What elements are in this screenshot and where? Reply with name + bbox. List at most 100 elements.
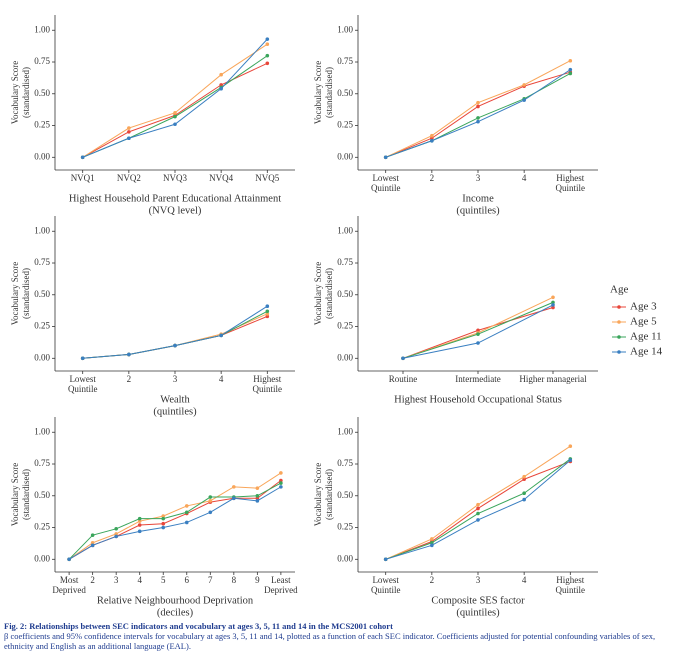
y-tick-label: 1.00	[34, 225, 50, 235]
point	[522, 98, 526, 102]
x-tick-label: NVQ3	[163, 173, 187, 183]
legend-key-point	[617, 350, 621, 354]
x-axis-title: Relative Neighbourhood Deprivation	[97, 595, 254, 606]
point	[184, 510, 189, 515]
x-tick-label: 3	[173, 374, 178, 384]
point	[114, 532, 118, 536]
point	[173, 122, 177, 127]
point	[568, 444, 573, 449]
x-tick-label: Lowest	[372, 173, 399, 183]
point	[430, 540, 434, 545]
x-tick-label: 2	[430, 575, 435, 585]
x-tick-label: 4	[219, 374, 224, 384]
series-line	[82, 313, 268, 359]
point	[137, 529, 142, 534]
x-tick-label: 7	[208, 575, 213, 585]
x-tick-label: NVQ1	[71, 173, 95, 183]
point	[184, 520, 189, 525]
panel: 0.00 0.25 0.50 0.75 1.00 Routine Intermediate H…	[313, 216, 598, 405]
point	[551, 295, 555, 300]
y-tick-label: 1.00	[337, 225, 353, 235]
series-line	[68, 482, 282, 560]
figure: Age 0.00 0.25 0.50 0.75 1.00 NVQ1 NVQ2 NVQ3 NVQ4…	[10, 15, 663, 618]
y-axis-title: Vocabulary Score	[10, 463, 20, 527]
y-tick-label: 0.50	[34, 490, 50, 500]
x-axis-title: Wealth	[160, 394, 190, 405]
y-tick-label: 0.75	[337, 257, 353, 267]
y-axis-title: (standardised)	[324, 268, 334, 319]
y-axis-title: Vocabulary Score	[313, 262, 323, 326]
point	[80, 356, 85, 361]
x-axis-title: (NVQ level)	[149, 205, 202, 216]
point	[161, 521, 166, 526]
x-tick-label: Highest	[253, 374, 281, 384]
point	[476, 502, 480, 507]
point	[90, 540, 95, 545]
caption-title: Fig. 2: Relationships between SEC indica…	[4, 621, 393, 631]
x-tick-label: Quintile	[253, 384, 283, 394]
point	[208, 495, 213, 499]
y-axis-title: Vocabulary Score	[313, 463, 323, 527]
x-tick-label: Quintile	[371, 585, 401, 595]
x-tick-label: Highest	[556, 173, 584, 183]
x-tick-label: 3	[114, 575, 119, 585]
x-tick-label: Intermediate	[455, 374, 500, 384]
x-tick-label: Quintile	[371, 183, 401, 193]
point	[80, 155, 85, 160]
y-tick-label: 0.50	[337, 289, 353, 299]
point	[173, 114, 177, 119]
y-axis-title: Vocabulary Score	[10, 61, 20, 125]
point	[568, 71, 573, 76]
x-tick-label: Highest	[556, 575, 584, 585]
y-axis-title: Vocabulary Score	[313, 61, 323, 125]
series-line	[385, 445, 571, 560]
x-tick-label: 8	[232, 575, 237, 585]
point	[551, 300, 555, 305]
series-line	[82, 43, 268, 158]
series-line	[402, 296, 554, 359]
point	[137, 523, 142, 527]
point	[279, 481, 283, 485]
point	[161, 516, 166, 521]
y-tick-label: 0.00	[34, 553, 50, 563]
y-tick-label: 1.00	[337, 426, 353, 436]
point	[127, 136, 131, 141]
y-tick-label: 0.00	[337, 151, 353, 161]
y-tick-label: 1.00	[34, 426, 50, 436]
x-axis-title: (deciles)	[157, 607, 194, 618]
y-tick-label: 0.75	[337, 56, 353, 66]
x-axis-title: (quintiles)	[456, 607, 500, 618]
y-tick-label: 0.00	[34, 151, 50, 161]
point	[219, 83, 223, 87]
y-axis-title: (standardised)	[21, 268, 31, 319]
legend-key-point	[617, 305, 621, 309]
series-line	[82, 62, 268, 158]
caption: Fig. 2: Relationships between SEC indica…	[4, 621, 676, 651]
x-tick-label: Quintile	[556, 585, 586, 595]
series-line	[82, 305, 268, 359]
y-tick-label: 0.75	[34, 56, 50, 66]
y-tick-label: 0.00	[34, 352, 50, 362]
point	[127, 352, 131, 357]
y-axis-title: (standardised)	[324, 469, 334, 520]
point	[430, 537, 434, 541]
x-tick-label: Lowest	[69, 374, 96, 384]
x-tick-label: 6	[185, 575, 190, 585]
point	[67, 557, 71, 562]
point	[476, 518, 480, 522]
x-tick-label: Deprived	[52, 585, 86, 595]
point	[184, 504, 189, 508]
point	[522, 477, 526, 482]
point	[219, 72, 223, 77]
point	[265, 304, 270, 309]
point	[476, 119, 480, 124]
point	[279, 471, 283, 475]
point	[219, 86, 223, 91]
y-tick-label: 0.25	[34, 321, 50, 331]
point	[90, 543, 95, 548]
x-tick-label: 4	[522, 575, 527, 585]
